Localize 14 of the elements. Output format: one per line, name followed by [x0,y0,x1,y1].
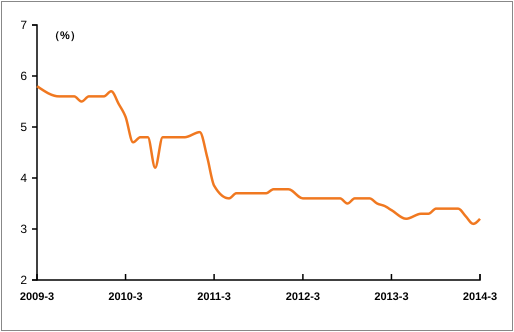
x-tick-label: 2009-3 [20,290,54,303]
x-tick-label: 2013-3 [374,290,409,303]
x-tick-label: 2014-3 [462,290,498,303]
y-tick-label: 2 [20,272,28,287]
y-tick-label: 5 [20,120,28,134]
x-tick-label: 2011-3 [197,290,231,303]
x-tick-label: 2012-3 [286,290,320,303]
line-series [36,84,482,226]
x-tick-label: 2010-3 [108,290,143,303]
y-tick-label: 6 [20,68,28,83]
y-axis-title: （%） [49,30,81,42]
y-tick-label: 7 [20,18,28,32]
y-tick-label: 4 [20,170,28,185]
y-tick-label: 3 [20,222,28,236]
